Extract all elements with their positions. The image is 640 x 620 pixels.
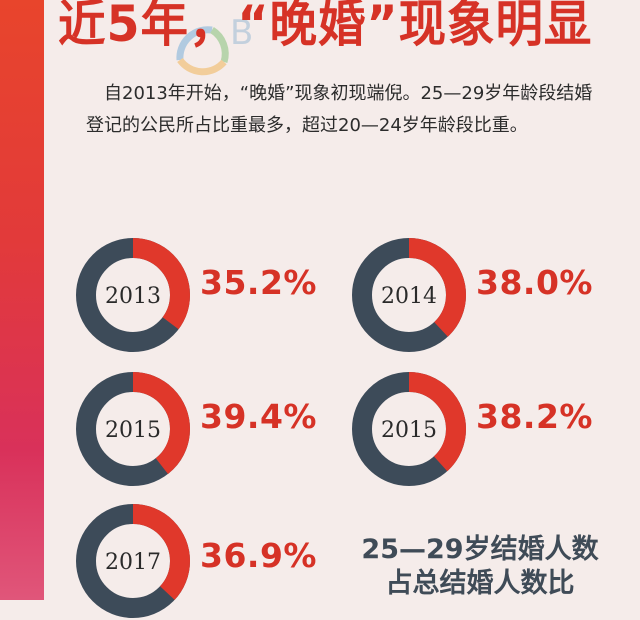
donut-year-label: 2013 bbox=[105, 284, 161, 309]
donut-chart-2013: 2013 bbox=[74, 236, 192, 354]
donut-year-label: 2014 bbox=[381, 284, 437, 309]
caption-line-2: 占总结婚人数比 bbox=[385, 568, 575, 599]
left-color-bar bbox=[0, 0, 44, 600]
donut-year-label: 2015 bbox=[105, 418, 161, 443]
svg-text:B: B bbox=[230, 13, 253, 53]
percentage-label-2013: 35.2% bbox=[200, 263, 317, 302]
donut-year-label: 2017 bbox=[105, 550, 161, 575]
donut-slice-2014 bbox=[352, 238, 466, 352]
donut-chart-2017: 2017 bbox=[74, 502, 192, 620]
intro-paragraph: 自2013年开始，“晚婚”现象初现端倪。25—29岁年龄段结婚登记的公民所占比重… bbox=[86, 78, 606, 142]
percentage-label-2017: 36.9% bbox=[200, 536, 317, 575]
watermark-logo: B bbox=[150, 0, 280, 90]
donut-slice-2013 bbox=[76, 238, 190, 352]
donut-slice-2017 bbox=[76, 504, 190, 618]
percentage-label-2015-b: 38.2% bbox=[476, 397, 593, 436]
donut-chart-2015-a: 2015 bbox=[74, 370, 192, 488]
caption-line-1: 25—29岁结婚人数 bbox=[361, 534, 599, 565]
donut-chart-2015-b: 2015 bbox=[350, 370, 468, 488]
percentage-label-2014: 38.0% bbox=[476, 263, 593, 302]
donut-slice-2015 bbox=[76, 372, 190, 486]
percentage-label-2015-a: 39.4% bbox=[200, 397, 317, 436]
intro-text: 自2013年开始，“晚婚”现象初现端倪。25—29岁年龄段结婚登记的公民所占比重… bbox=[86, 83, 593, 136]
donut-slice-2015 bbox=[352, 372, 466, 486]
page-title: 近5年，“晚婚”现象明显 bbox=[58, 0, 593, 53]
donut-year-label: 2015 bbox=[381, 418, 437, 443]
donut-chart-2014: 2014 bbox=[350, 236, 468, 354]
chart-caption: 25—29岁结婚人数 占总结婚人数比 bbox=[335, 533, 625, 601]
